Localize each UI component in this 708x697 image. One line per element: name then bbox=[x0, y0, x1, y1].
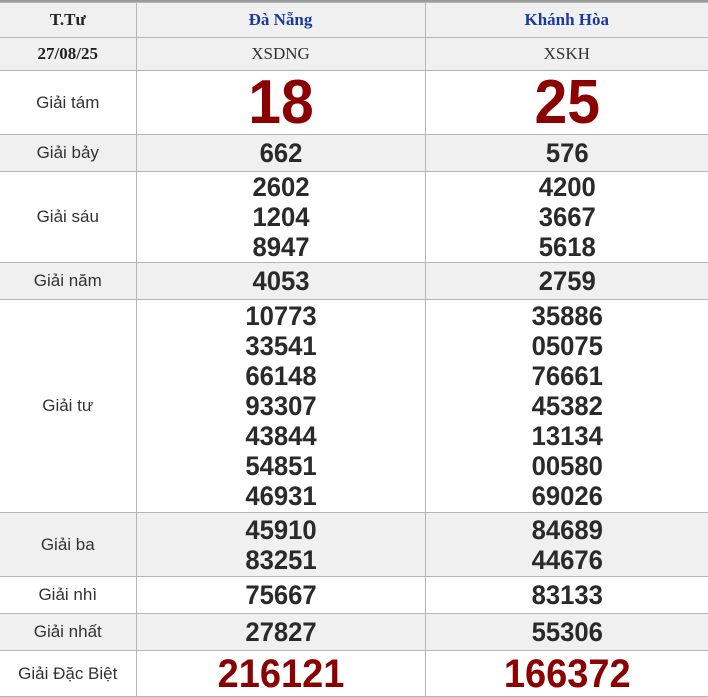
lottery-code-khanh-hoa: XSKH bbox=[424, 37, 708, 71]
prize-number: 54851 bbox=[244, 451, 317, 481]
prize-label: Giải ba bbox=[0, 512, 137, 577]
prize-cell: 2602 1204 8947 bbox=[135, 171, 426, 263]
prize-number: 76661 bbox=[531, 361, 603, 391]
prize-cell: 27827 bbox=[135, 613, 426, 651]
prize-number: 33541 bbox=[244, 331, 317, 361]
top-border bbox=[0, 0, 708, 2]
prize-row: Giải bảy 662 576 bbox=[0, 134, 708, 172]
prize-number: 83133 bbox=[531, 580, 603, 610]
prize-number: 45910 bbox=[244, 514, 317, 545]
prize-cell: 84689 44676 bbox=[424, 512, 708, 577]
prize-label: Giải tám bbox=[0, 70, 137, 135]
prize-row: Giải Đặc Biệt 216121 166372 bbox=[0, 650, 708, 697]
prize-row: Giải sáu 2602 1204 8947 4200 3667 5618 bbox=[0, 171, 708, 263]
prize-label: Giải bảy bbox=[0, 134, 137, 172]
prize-number: 3667 bbox=[538, 202, 596, 232]
draw-date: 27/08/25 bbox=[0, 37, 137, 71]
prize-number: 75667 bbox=[244, 580, 317, 610]
prize-cell: 75667 bbox=[135, 576, 426, 614]
prize-row: Giải nhất 27827 55306 bbox=[0, 613, 708, 651]
prize-number: 27827 bbox=[244, 617, 317, 647]
prize-cell: 35886 05075 76661 45382 13134 00580 69026 bbox=[424, 299, 708, 513]
prize-number: 166372 bbox=[503, 651, 631, 696]
prize-cell: 576 bbox=[424, 134, 708, 172]
prize-cell: 55306 bbox=[424, 613, 708, 651]
weekday-header: T.Tư bbox=[0, 2, 137, 38]
prize-cell: 10773 33541 66148 93307 43844 54851 46931 bbox=[135, 299, 426, 513]
prize-number: 46931 bbox=[244, 481, 317, 511]
prize-number: 69026 bbox=[531, 481, 603, 511]
prize-number: 2602 bbox=[251, 172, 310, 202]
prize-row: Giải nhì 75667 83133 bbox=[0, 576, 708, 614]
prize-label: Giải sáu bbox=[0, 171, 137, 263]
prize-cell: 216121 bbox=[135, 650, 426, 697]
prize-cell: 2759 bbox=[424, 262, 708, 300]
prize-cell: 166372 bbox=[424, 650, 708, 697]
prize-number: 93307 bbox=[244, 391, 317, 421]
prize-number: 5618 bbox=[538, 232, 596, 262]
prize-label: Giải năm bbox=[0, 262, 137, 300]
prize-number: 00580 bbox=[531, 451, 603, 481]
prize-number: 43844 bbox=[244, 421, 317, 451]
prize-number: 662 bbox=[259, 138, 302, 168]
prize-row: Giải ba 45910 83251 84689 44676 bbox=[0, 512, 708, 577]
prize-cell: 25 bbox=[424, 67, 708, 137]
prize-row: Giải năm 4053 2759 bbox=[0, 262, 708, 300]
prize-cell: 45910 83251 bbox=[135, 512, 426, 577]
prize-number: 2759 bbox=[538, 266, 596, 296]
date-row: 27/08/25 XSDNG XSKH bbox=[0, 37, 708, 71]
prize-label: Giải Đặc Biệt bbox=[0, 650, 137, 697]
prize-cell: 18 bbox=[135, 67, 426, 137]
header-row: T.Tư Đà Nẵng Khánh Hòa bbox=[0, 2, 708, 38]
prize-number: 44676 bbox=[531, 544, 603, 575]
prize-number: 55306 bbox=[531, 617, 603, 647]
prize-number: 05075 bbox=[531, 331, 603, 361]
prize-cell: 662 bbox=[135, 134, 426, 172]
prize-cell: 83133 bbox=[424, 576, 708, 614]
prize-number: 13134 bbox=[531, 421, 603, 451]
prize-number: 8947 bbox=[251, 232, 310, 262]
prize-number: 4200 bbox=[538, 172, 596, 202]
prize-number: 45382 bbox=[531, 391, 603, 421]
prize-row: Giải tám 18 25 bbox=[0, 67, 708, 137]
prize-number: 83251 bbox=[244, 544, 317, 575]
prize-number: 18 bbox=[247, 67, 314, 137]
province-header-da-nang[interactable]: Đà Nẵng bbox=[135, 2, 426, 38]
prize-label: Giải nhì bbox=[0, 576, 137, 614]
province-header-khanh-hoa[interactable]: Khánh Hòa bbox=[424, 2, 708, 38]
prize-number: 216121 bbox=[217, 651, 344, 696]
prize-cell: 4200 3667 5618 bbox=[424, 171, 708, 263]
prize-label: Giải nhất bbox=[0, 613, 137, 651]
prize-number: 10773 bbox=[244, 301, 317, 331]
prize-number: 1204 bbox=[251, 202, 310, 232]
prize-number: 4053 bbox=[251, 266, 310, 296]
prize-number: 84689 bbox=[531, 514, 603, 545]
prize-label: Giải tư bbox=[0, 299, 137, 513]
prize-cell: 4053 bbox=[135, 262, 426, 300]
prize-number: 35886 bbox=[531, 301, 603, 331]
prize-number: 25 bbox=[533, 67, 600, 137]
prize-number: 576 bbox=[545, 138, 589, 168]
prize-row: Giải tư 10773 33541 66148 93307 43844 54851 469… bbox=[0, 299, 708, 513]
lottery-code-da-nang: XSDNG bbox=[135, 37, 426, 71]
prize-number: 66148 bbox=[244, 361, 317, 391]
